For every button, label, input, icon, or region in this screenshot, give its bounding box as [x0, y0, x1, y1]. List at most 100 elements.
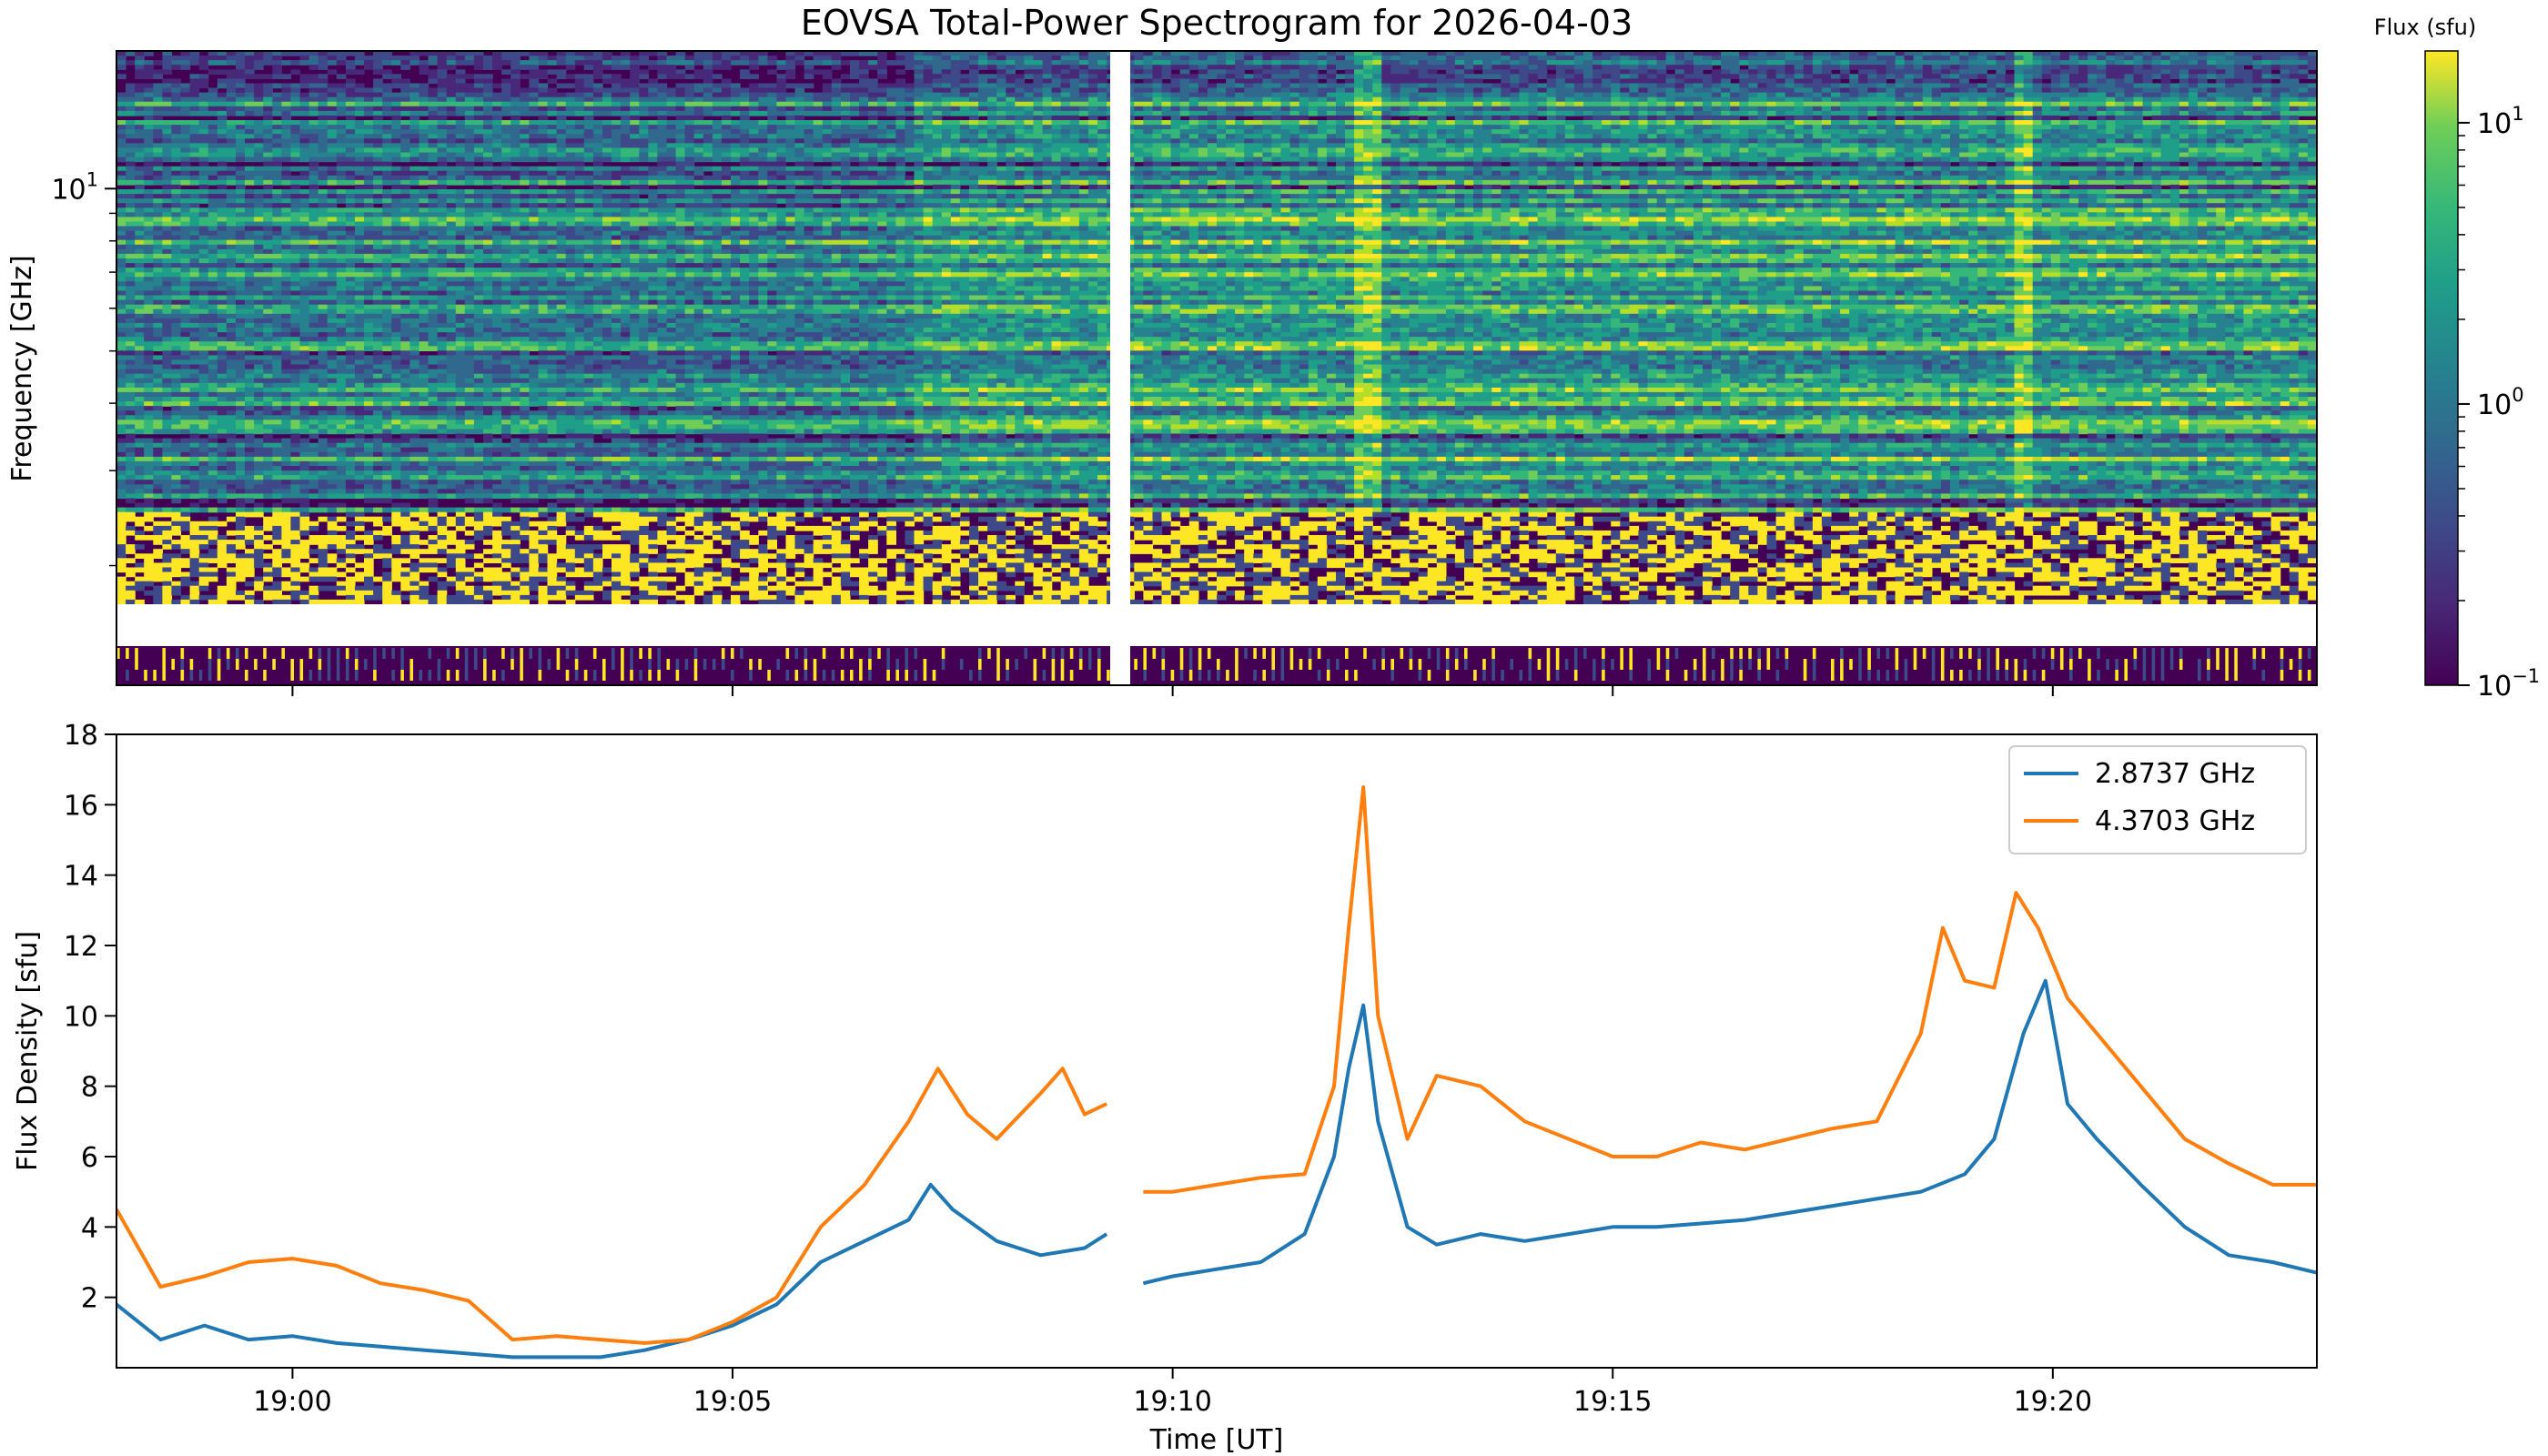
heatmap-cell: [318, 167, 329, 172]
heatmap-cell: [429, 249, 439, 255]
heatmap-cell: [355, 125, 365, 130]
heatmap-cell: [116, 508, 126, 513]
heatmap-cell: [420, 558, 430, 563]
heatmap-cell: [254, 309, 264, 315]
heatmap-cell: [263, 397, 273, 402]
heatmap-cell: [355, 212, 365, 217]
heatmap-cell: [181, 535, 191, 541]
heatmap-cell: [208, 189, 218, 195]
heatmap-cell: [346, 116, 356, 121]
heatmap-cell: [153, 341, 163, 347]
heatmap-cell: [309, 521, 319, 527]
heatmap-cell: [300, 332, 310, 338]
heatmap-cell: [199, 489, 209, 494]
heatmap-cell: [171, 337, 181, 342]
heatmap-cell: [400, 360, 410, 366]
heatmap-cell: [290, 443, 300, 449]
heatmap-cell: [190, 231, 200, 237]
heatmap-cell: [181, 475, 191, 480]
heatmap-cell: [162, 355, 172, 360]
heatmap-cell: [429, 448, 439, 453]
heatmap-cell: [227, 272, 237, 278]
heatmap-cell: [373, 254, 383, 259]
heatmap-cell: [153, 562, 163, 568]
heatmap-cell: [217, 332, 228, 338]
heatmap-cell: [208, 245, 218, 250]
heatmap-cell: [153, 346, 163, 351]
heatmap-cell: [420, 568, 430, 573]
heatmap-cell: [245, 493, 255, 499]
heatmap-cell: [263, 56, 273, 61]
heatmap-cell: [373, 383, 383, 389]
heatmap-cell: [208, 379, 218, 384]
heatmap-cell: [135, 457, 145, 462]
heatmap-cell: [181, 138, 191, 144]
heatmap-cell: [135, 65, 145, 70]
heatmap-cell: [254, 430, 264, 435]
heatmap-cell: [227, 88, 237, 94]
heatmap-cell: [429, 461, 439, 467]
heatmap-cell: [135, 420, 145, 425]
heatmap-cell: [171, 383, 181, 389]
heatmap-cell: [208, 493, 218, 499]
heatmap-cell: [382, 388, 392, 393]
heatmap-cell: [208, 430, 218, 435]
heatmap-cell: [429, 508, 439, 513]
heatmap-cell: [420, 296, 430, 301]
heatmap-cell: [382, 309, 392, 315]
heatmap-cell: [400, 157, 410, 163]
heatmap-cell: [227, 245, 237, 250]
heatmap-cell: [429, 207, 439, 213]
heatmap-cell: [391, 549, 401, 554]
heatmap-cell: [355, 600, 365, 605]
heatmap-cell: [245, 305, 255, 310]
heatmap-cell: [272, 493, 282, 499]
heatmap-cell: [337, 508, 347, 513]
heatmap-cell: [263, 249, 273, 255]
heatmap-cell: [236, 203, 246, 208]
heatmap-cell: [135, 106, 145, 112]
heatmap-cell: [290, 586, 300, 592]
heatmap-cell: [126, 374, 136, 379]
heatmap-cell: [135, 125, 145, 130]
heatmap-cell: [263, 521, 273, 527]
heatmap-cell: [337, 544, 347, 550]
heatmap-cell: [438, 157, 448, 163]
heatmap-cell: [309, 111, 319, 116]
heatmap-cell: [227, 392, 237, 398]
heatmap-cell: [300, 397, 310, 402]
heatmap-cell: [162, 493, 172, 499]
heatmap-cell: [281, 595, 291, 601]
heatmap-cell: [429, 240, 439, 246]
heatmap-cell: [227, 332, 237, 338]
heatmap-cell: [373, 120, 383, 126]
heatmap-cell: [126, 517, 136, 522]
heatmap-cell: [318, 143, 329, 148]
heatmap-cell: [290, 475, 300, 480]
heatmap-cell: [135, 102, 145, 107]
heatmap-cell: [346, 300, 356, 306]
heatmap-cell: [300, 360, 310, 366]
heatmap-cell: [355, 346, 365, 351]
heatmap-cell: [400, 369, 410, 375]
heatmap-cell: [116, 138, 126, 144]
heatmap-cell: [346, 595, 356, 601]
heatmap-cell: [429, 138, 439, 144]
heatmap-cell: [373, 392, 383, 398]
heatmap-cell: [245, 360, 255, 366]
heatmap-cell: [382, 360, 392, 366]
heatmap-cell: [272, 439, 282, 444]
heatmap-cell: [126, 531, 136, 536]
heatmap-cell: [281, 102, 291, 107]
heatmap-cell: [420, 106, 430, 112]
heatmap-cell: [346, 305, 356, 310]
heatmap-cell: [309, 88, 319, 94]
heatmap-cell: [208, 286, 218, 291]
heatmap-cell: [245, 388, 255, 393]
heatmap-cell: [300, 337, 310, 342]
heatmap-cell: [328, 120, 338, 126]
heatmap-cell: [153, 217, 163, 222]
heatmap-cell: [199, 176, 209, 181]
heatmap-cell: [263, 97, 273, 103]
heatmap-cell: [420, 147, 430, 153]
